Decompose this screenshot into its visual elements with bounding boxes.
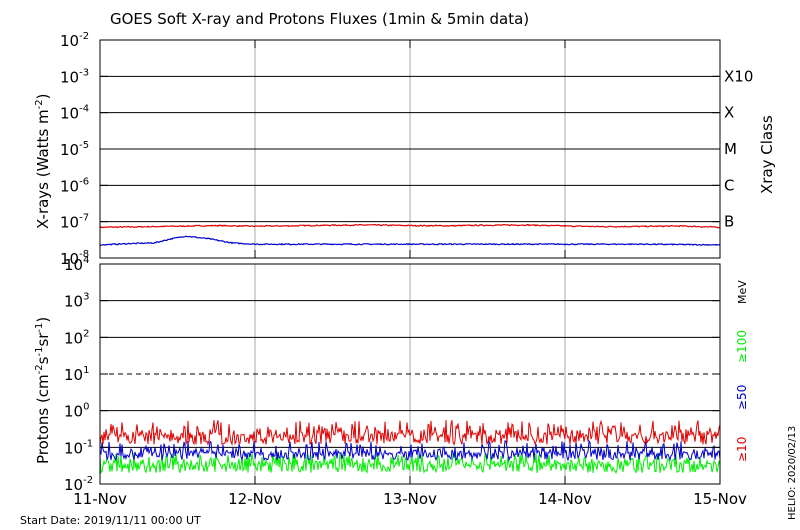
y-tick-label: 103 [64, 292, 89, 311]
y-tick-label: 10-1 [64, 438, 93, 457]
energy-label: ≥10 [735, 437, 749, 462]
credit-label: HELIO: 2020/02/13 [787, 426, 798, 520]
x-tick-label: 12-Nov [228, 490, 282, 508]
xray-y-axis-label: X-rays (Watts m-2) [34, 94, 52, 229]
proton-y-ticks: 104 103 102 101 100 10-1 10-2 [64, 255, 720, 494]
proton-y-axis-label: Protons (cm-2s-1sr-1) [34, 317, 52, 464]
xray-y-ticks: 10-2 10-3 10-4 10-5 10-6 10-7 10-8 [60, 31, 108, 268]
proton-series-line [99, 419, 721, 447]
y-tick-label: 10-8 [60, 249, 89, 268]
chart-title: GOES Soft X-ray and Protons Fluxes (1min… [110, 10, 529, 28]
y-tick-label: 10-4 [60, 104, 89, 123]
proton-series-line [99, 452, 721, 475]
y-tick-label: 102 [64, 328, 89, 347]
proton-series-line [99, 439, 721, 462]
y-tick-label: 10-3 [60, 67, 89, 86]
x-tick-label: 13-Nov [383, 490, 437, 508]
start-date-label: Start Date: 2019/11/11 00:00 UT [20, 514, 201, 527]
y-tick-label: 10-5 [60, 140, 89, 159]
y-tick-label: 10-2 [60, 31, 89, 50]
x-tick-label: 14-Nov [538, 490, 592, 508]
xray-class-axis-label: Xray Class [758, 115, 776, 194]
proton-panel: 104 103 102 101 100 10-1 10-2 Protons (cm-2s-1… [34, 255, 749, 494]
y-tick-label: 10-2 [64, 475, 93, 494]
proton-unit-label: MeV [736, 280, 749, 304]
y-tick-label: 101 [64, 365, 89, 384]
class-label: X [724, 104, 734, 122]
class-label: X10 [724, 67, 753, 85]
energy-label: ≥50 [735, 385, 749, 410]
xray-series-line [99, 235, 721, 247]
class-label: B [724, 213, 734, 231]
proton-series [99, 419, 721, 475]
proton-energy-labels: ≥100 ≥50 ≥10 [735, 330, 749, 462]
proton-gridlines [100, 264, 720, 484]
xray-series-line [99, 223, 721, 229]
xray-class-labels: X10 XMC B [712, 67, 753, 231]
energy-label: ≥100 [735, 330, 749, 363]
y-tick-label: 100 [64, 402, 89, 421]
x-axis-ticks: 11-Nov 12-Nov 13-Nov 14-Nov 15-Nov [73, 40, 747, 508]
y-tick-label: 10-6 [60, 176, 89, 195]
xray-panel: 10-2 10-3 10-4 10-5 10-6 10-7 10-8 X10 XMC B X-r… [34, 31, 776, 268]
x-tick-label: 15-Nov [693, 490, 747, 508]
class-label: M [724, 140, 737, 158]
x-tick-label: 11-Nov [73, 490, 127, 508]
xray-gridlines [100, 40, 720, 258]
class-label: C [724, 176, 734, 194]
xray-series [99, 223, 721, 247]
y-tick-label: 10-7 [60, 213, 89, 232]
y-tick-label: 104 [64, 255, 89, 274]
